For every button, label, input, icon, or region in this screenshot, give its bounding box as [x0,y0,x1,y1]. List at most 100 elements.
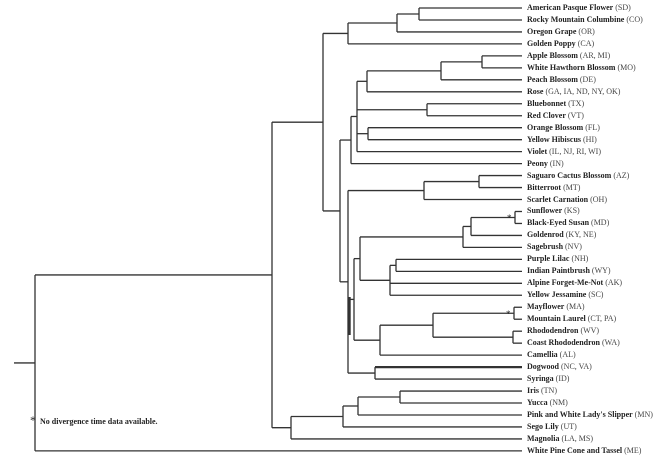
state-codes: (CA) [577,38,595,48]
state-codes: (FL) [585,122,600,132]
leaf-label: Orange Blossom (FL) [527,123,600,133]
species-name: Camellia [527,350,558,360]
leaf-label: Purple Lilac (NH) [527,254,588,264]
state-codes: (WV) [580,326,600,336]
species-name: Indian Paintbrush [527,266,590,276]
leaf-label: Oregon Grape (OR) [527,27,595,37]
state-codes: (HI) [583,134,597,144]
leaf-label: Iris (TN) [527,386,557,396]
species-name: Rhododendron [527,326,579,336]
leaf-label: Rocky Mountain Columbine (CO) [527,15,643,25]
species-name: Bluebonnet [527,98,567,108]
state-codes: (MO) [617,62,636,72]
species-name: White Hawthorn Blossom [527,62,616,72]
state-codes: (KY, NE) [565,230,597,240]
state-codes: (UT) [560,421,577,431]
leaf-label: Coast Rhododendron (WA) [527,338,620,348]
state-codes: (AK) [605,278,623,288]
species-name: Mountain Laurel [527,314,586,324]
leaf-label: White Hawthorn Blossom (MO) [527,63,636,73]
leaf-label: Rhododendron (WV) [527,326,599,336]
leaf-label: Bitterroot (MT) [527,183,580,193]
species-name: Bitterroot [527,182,562,192]
state-codes: (SC) [588,290,604,300]
leaf-label: Yellow Hibiscus (HI) [527,135,597,145]
leaf-label: Black-Eyed Susan (MD) [527,218,609,228]
state-codes: (VT) [567,110,584,120]
state-codes: (WY) [591,266,611,276]
state-codes: (TN) [541,386,557,396]
leaf-label: American Pasque Flower (SD) [527,3,631,13]
species-name: White Pine Cone and Tassel [527,445,623,455]
state-codes: (AR, MI) [579,50,611,60]
species-name: Peach Blossom [527,74,578,84]
species-name: Peony [527,158,548,168]
state-codes: (MN) [634,409,653,419]
footnote-marker: * [30,413,36,427]
species-name: Coast Rhododendron [527,338,600,348]
species-name: Red Clover [527,110,566,120]
footnote-text: No divergence time data available. [40,417,158,426]
species-name: Goldenrod [527,230,564,240]
species-name: Pink and White Lady's Slipper [527,409,633,419]
leaf-label: White Pine Cone and Tassel (ME) [527,446,641,456]
species-name: Rose [527,86,544,96]
footnote: * No divergence time data available. [30,413,158,428]
species-name: Sagebrush [527,242,564,252]
leaf-label: Sagebrush (NV) [527,242,582,252]
leaf-label: Peach Blossom (DE) [527,75,596,85]
species-name: Magnolia [527,433,560,443]
state-codes: (ID) [555,374,570,384]
species-name: Orange Blossom [527,122,584,132]
state-codes: (DE) [579,74,596,84]
no-data-star-marker: * [506,309,511,320]
state-codes: (NC, VA) [561,362,592,372]
leaf-label: Peony (IN) [527,159,564,169]
species-name: Dogwood [527,362,560,372]
state-codes: (MA) [566,302,585,312]
state-codes: (WA) [601,338,620,348]
species-name: Scarlet Carnation [527,194,589,204]
leaf-label: Mountain Laurel (CT, PA) [527,314,616,324]
leaf-label: Yellow Jessamine (SC) [527,290,603,300]
leaf-label: Mayflower (MA) [527,302,585,312]
species-name: Purple Lilac [527,254,570,264]
state-codes: (LA, MS) [561,433,594,443]
state-codes: (MT) [563,182,581,192]
species-name: Violet [527,146,548,156]
state-codes: (AL) [559,350,576,360]
leaf-label: Dogwood (NC, VA) [527,362,592,372]
leaf-label: Magnolia (LA, MS) [527,434,593,444]
no-data-star-marker: * [507,213,512,224]
state-codes: (OR) [578,26,595,36]
state-codes: (TX) [568,98,585,108]
leaf-label: Indian Paintbrush (WY) [527,266,611,276]
species-name: Syringa [527,374,554,384]
species-name: Mayflower [527,302,565,312]
species-name: Golden Poppy [527,38,576,48]
species-name: Saguaro Cactus Blossom [527,170,612,180]
state-codes: (IN) [549,158,564,168]
state-codes: (IL, NJ, RI, WI) [549,146,601,156]
leaf-label: Red Clover (VT) [527,111,584,121]
state-codes: (MD) [591,218,610,228]
state-codes: (NV) [565,242,582,252]
species-name: Yucca [527,398,548,407]
state-codes: (KS) [564,206,580,216]
species-name: Iris [527,386,539,396]
species-name: Black-Eyed Susan [527,218,590,228]
state-codes: (SD) [615,3,631,12]
leaf-label: Syringa (ID) [527,374,569,384]
state-codes: (GA, IA, ND, NY, OK) [545,86,621,96]
species-name: Oregon Grape [527,26,577,36]
leaf-label: Scarlet Carnation (OH) [527,195,607,205]
species-name: Sego Lily [527,421,559,431]
leaf-label: Alpine Forget-Me-Not (AK) [527,278,622,288]
state-codes: (ME) [624,445,642,455]
state-codes: (CT, PA) [587,314,617,324]
leaf-label: Violet (IL, NJ, RI, WI) [527,147,601,157]
state-codes: (NH) [571,254,589,264]
state-codes: (NM) [549,398,568,407]
species-name: American Pasque Flower [527,3,614,12]
